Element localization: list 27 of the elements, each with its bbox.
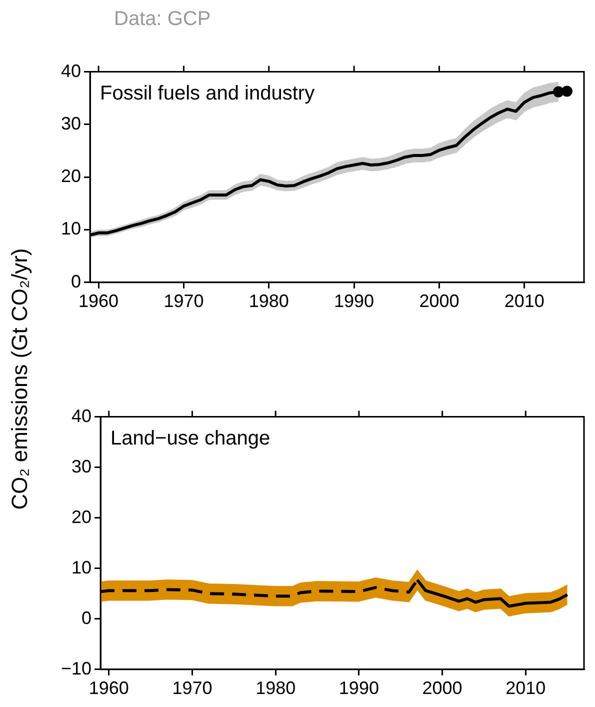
y-tick-label: 40 bbox=[72, 406, 92, 426]
x-tick-label: 1990 bbox=[338, 678, 379, 698]
x-tick-label: 1970 bbox=[172, 678, 212, 698]
text: Land−use change bbox=[110, 427, 270, 450]
x-tick-label: 2000 bbox=[419, 291, 460, 312]
y-tick-label: 20 bbox=[60, 166, 82, 186]
x-tick-label: 1970 bbox=[164, 291, 204, 312]
x-tick-label: 2010 bbox=[506, 678, 546, 698]
x-tick-label: 1990 bbox=[334, 291, 374, 312]
x-tick-label: 1960 bbox=[88, 678, 129, 698]
y-tick-label: 30 bbox=[72, 456, 92, 476]
y-tick-label: 0 bbox=[82, 608, 92, 628]
x-tick-label: 2010 bbox=[504, 291, 544, 312]
y-axis-title: CO₂ emissions (Gt CO₂/yr) bbox=[7, 247, 33, 512]
x-tick-label: 1980 bbox=[248, 291, 289, 312]
y-tick-label: 10 bbox=[60, 218, 82, 239]
x-tick-label: 2000 bbox=[422, 678, 462, 698]
text: Fossil fuels and industry bbox=[100, 82, 315, 104]
x-tick-label: 1960 bbox=[78, 291, 119, 312]
y-tick-label: 0 bbox=[71, 271, 82, 292]
y-tick-label: −10 bbox=[60, 658, 92, 678]
y-tick-label: 30 bbox=[60, 113, 82, 134]
y-tick-label: 10 bbox=[72, 557, 92, 578]
y-tick-label: 20 bbox=[72, 506, 92, 527]
y-tick-label: 40 bbox=[60, 60, 82, 81]
x-tick-label: 1980 bbox=[256, 678, 296, 698]
text: Data: GCP bbox=[114, 8, 211, 31]
